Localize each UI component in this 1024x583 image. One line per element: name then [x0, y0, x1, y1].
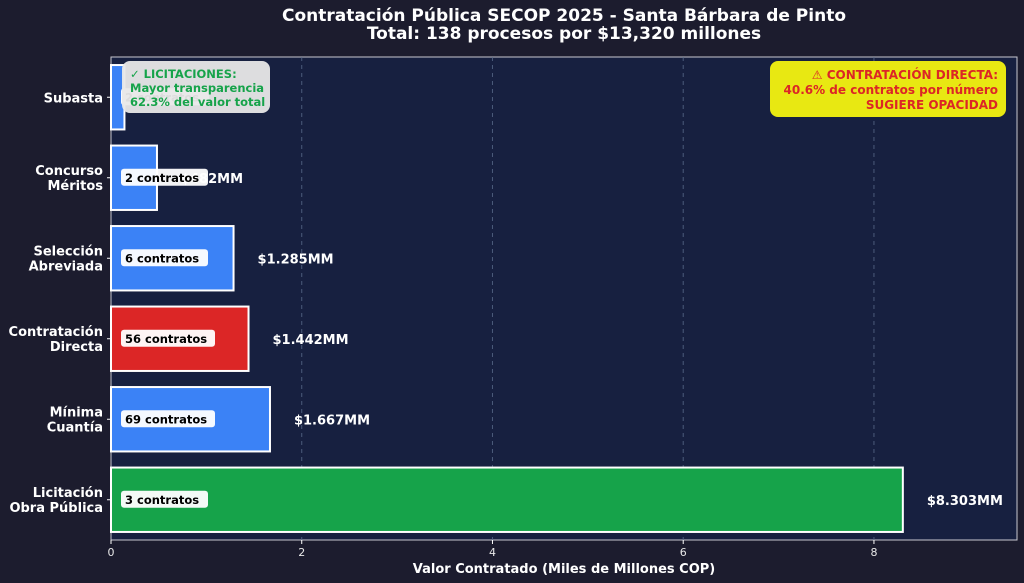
category-label: Concurso Méritos — [35, 164, 103, 194]
x-grid — [301, 57, 875, 540]
category-label-line: Licitación — [33, 486, 103, 501]
category-label-line: Obra Pública — [9, 501, 103, 516]
count-label: 2 contratos — [125, 171, 199, 185]
category-label-line: Abreviada — [29, 259, 103, 274]
value-label: $1.667MM — [294, 413, 370, 428]
warning-note-box — [770, 61, 1006, 117]
x-axis-label: Valor Contratado (Miles de Millones COP) — [413, 562, 715, 577]
category-label-line: Cuantía — [47, 420, 103, 435]
category-label: Selección Abreviada — [29, 244, 103, 274]
warning-note-line: SUGIERE OPACIDAD — [866, 98, 998, 112]
category-label-line: Contratación — [9, 325, 103, 340]
licitaciones-note-box — [122, 61, 270, 113]
annotations: ✓ LICITACIONES:Mayor transparencia62.3% … — [122, 61, 1006, 117]
licitaciones-note-line: Mayor transparencia — [130, 81, 264, 95]
count-label: 6 contratos — [125, 251, 199, 265]
count-label: 69 contratos — [125, 412, 207, 426]
category-label: Licitación Obra Pública — [9, 486, 103, 516]
x-tick-label: 0 — [108, 546, 115, 559]
category-labels: Subasta Concurso Méritos Selección Abreviada… — [9, 91, 111, 516]
licitaciones-note-line: ✓ LICITACIONES: — [130, 67, 237, 81]
value-label: $1.285MM — [258, 252, 334, 267]
category-label-line: Mínima — [50, 405, 103, 420]
x-tick-label: 6 — [680, 546, 687, 559]
chart-subtitle: Total: 138 procesos por $13,320 millones — [367, 24, 761, 44]
category-label-line: Méritos — [47, 179, 103, 194]
category-label: Subasta — [44, 91, 103, 106]
value-label: $1.442MM — [273, 333, 349, 348]
licitaciones-note-line: 62.3% del valor total — [130, 95, 265, 109]
count-label: 56 contratos — [125, 332, 207, 346]
count-label-box — [121, 249, 208, 267]
category-label-line: Selección — [33, 244, 103, 259]
count-label-box — [121, 410, 215, 428]
x-axis: 0 2 4 6 8 — [108, 540, 877, 559]
category-label-line: Directa — [50, 340, 103, 355]
warning-note-line: 40.6% de contratos por número — [784, 83, 999, 97]
chart-title: Contratación Pública SECOP 2025 - Santa … — [282, 6, 846, 26]
count-label-box — [121, 329, 215, 347]
x-tick-label: 4 — [489, 546, 496, 559]
bar — [110, 466, 904, 533]
warning-note-line: ⚠ CONTRATACIÓN DIRECTA: — [812, 67, 998, 82]
count-label-box — [121, 490, 208, 508]
category-label: Contratación Directa — [9, 325, 103, 355]
count-label-box — [121, 168, 208, 186]
x-tick-label: 8 — [870, 546, 877, 559]
category-label-line: Concurso — [35, 164, 103, 179]
category-label: Mínima Cuantía — [47, 405, 103, 435]
count-label: 3 contratos — [125, 493, 199, 507]
value-label: $8.303MM — [927, 494, 1003, 509]
x-tick-label: 2 — [298, 546, 305, 559]
plot-area — [110, 56, 1018, 541]
